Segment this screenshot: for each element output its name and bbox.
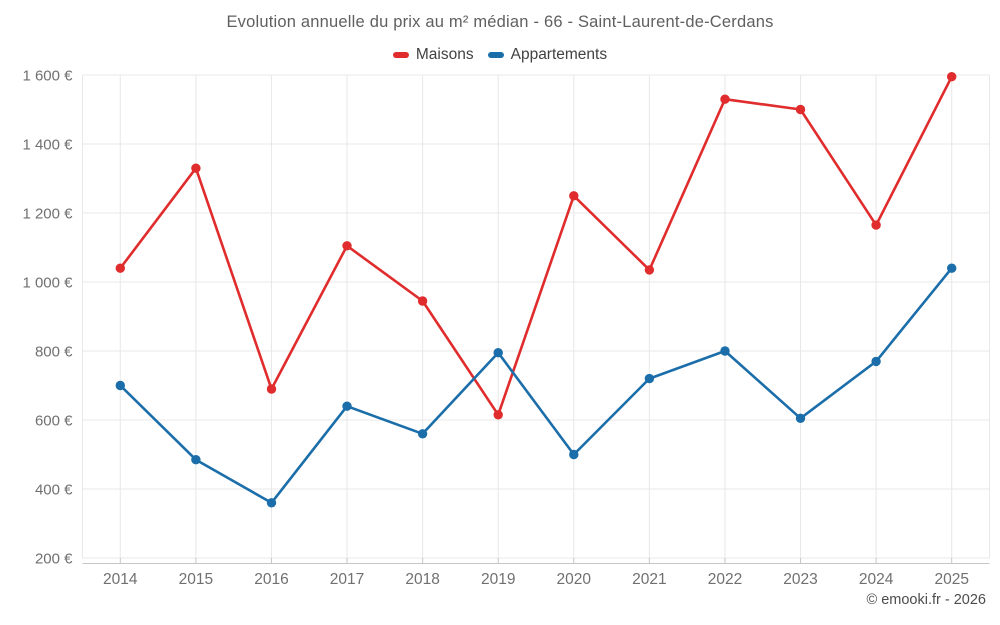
y-axis-label: 1 200 € xyxy=(22,206,73,223)
data-point-maisons-2024[interactable] xyxy=(871,220,881,230)
data-point-maisons-2025[interactable] xyxy=(947,72,957,82)
y-axis-label: 1 400 € xyxy=(22,137,73,154)
y-axis-label: 400 € xyxy=(35,482,73,499)
legend-item-maisons[interactable]: Maisons xyxy=(392,46,474,64)
legend-label-appartements: Appartements xyxy=(510,46,608,63)
data-point-maisons-2019[interactable] xyxy=(493,410,503,420)
x-axis-label: 2019 xyxy=(481,571,515,588)
data-point-appartements-2015[interactable] xyxy=(191,455,201,465)
data-point-appartements-2014[interactable] xyxy=(115,380,126,391)
data-point-appartements-2018[interactable] xyxy=(417,429,428,439)
data-point-maisons-2023[interactable] xyxy=(795,104,806,115)
data-point-appartements-2017[interactable] xyxy=(342,401,352,411)
y-axis-label: 1 600 € xyxy=(22,68,73,85)
data-point-maisons-2016[interactable] xyxy=(266,384,277,394)
x-axis-label: 2021 xyxy=(632,571,666,588)
legend-item-appartements[interactable]: Appartements xyxy=(487,46,608,64)
data-point-appartements-2021[interactable] xyxy=(644,373,655,384)
x-axis-label: 2023 xyxy=(783,571,817,588)
data-point-appartements-2016[interactable] xyxy=(266,498,277,508)
x-axis-label: 2025 xyxy=(934,571,968,588)
data-point-appartements-2025[interactable] xyxy=(947,263,957,273)
data-point-maisons-2022[interactable] xyxy=(720,94,730,104)
x-axis-label: 2017 xyxy=(330,571,364,588)
x-axis-label: 2014 xyxy=(103,571,138,588)
legend-marker-appartements xyxy=(487,52,504,58)
watermark-credit: © emooki.fr - 2026 xyxy=(866,592,986,608)
legend-marker-maisons xyxy=(392,52,409,58)
x-axis-label: 2022 xyxy=(708,571,742,588)
data-point-maisons-2020[interactable] xyxy=(569,191,579,201)
data-point-maisons-2015[interactable] xyxy=(191,163,201,173)
y-axis-label: 600 € xyxy=(35,413,73,430)
legend: Maisons Appartements xyxy=(0,46,1000,64)
data-point-maisons-2017[interactable] xyxy=(342,241,352,251)
chart-title: Evolution annuelle du prix au m² médian … xyxy=(226,13,774,31)
data-point-maisons-2014[interactable] xyxy=(115,263,126,273)
data-point-appartements-2022[interactable] xyxy=(720,346,730,356)
series-line-maisons xyxy=(119,75,953,417)
x-axis-label: 2018 xyxy=(405,571,439,588)
x-axis-label: 2016 xyxy=(254,571,288,588)
y-axis-label: 800 € xyxy=(35,344,73,361)
data-point-maisons-2021[interactable] xyxy=(644,265,655,275)
x-axis-label: 2020 xyxy=(557,571,592,588)
y-axis-label: 1 000 € xyxy=(22,275,73,292)
x-axis-label: 2015 xyxy=(179,571,213,588)
data-point-maisons-2018[interactable] xyxy=(417,296,428,306)
data-point-appartements-2023[interactable] xyxy=(795,413,806,423)
data-point-appartements-2020[interactable] xyxy=(569,449,579,460)
data-point-appartements-2024[interactable] xyxy=(871,356,881,367)
series-line-appartements xyxy=(119,266,953,505)
x-axis-label: 2024 xyxy=(859,571,894,588)
y-axis-label: 200 € xyxy=(35,551,73,568)
legend-label-maisons: Maisons xyxy=(415,46,474,63)
data-point-appartements-2019[interactable] xyxy=(493,348,503,358)
